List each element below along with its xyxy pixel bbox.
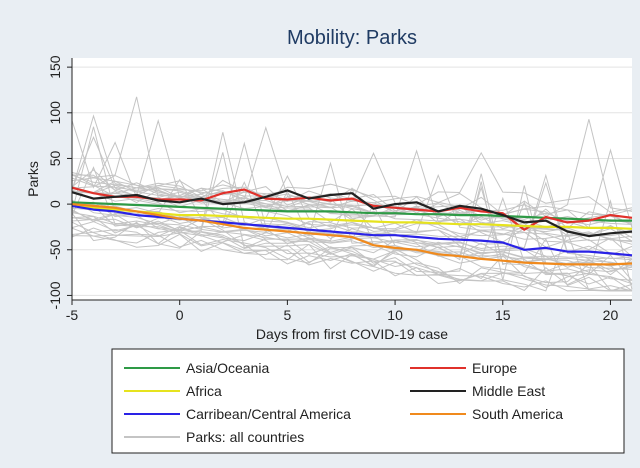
series-lines bbox=[71, 186, 633, 266]
country-line bbox=[71, 188, 633, 270]
y-tick-label: 50 bbox=[47, 150, 63, 166]
country-line bbox=[71, 200, 633, 267]
country-line bbox=[71, 215, 633, 292]
x-tick-label: 15 bbox=[495, 307, 511, 323]
x-tick-label: 20 bbox=[603, 307, 619, 323]
legend-label: Parks: all countries bbox=[186, 429, 304, 445]
country-line bbox=[71, 173, 633, 268]
y-tick-label: 100 bbox=[47, 101, 63, 125]
y-tick-label: 0 bbox=[47, 200, 63, 208]
series-line-3 bbox=[71, 189, 633, 238]
series-line-5 bbox=[71, 203, 633, 266]
legend-label: Africa bbox=[186, 383, 222, 399]
legend-label: South America bbox=[472, 406, 563, 422]
legend: Asia/Oceania Europe Africa Middle East Carri… bbox=[124, 360, 563, 445]
legend-label: Asia/Oceania bbox=[186, 360, 269, 376]
chart-title: Mobility: Parks bbox=[287, 27, 417, 49]
x-tick-label: 5 bbox=[283, 307, 291, 323]
y-tick-label: -50 bbox=[47, 239, 63, 259]
country-line bbox=[71, 213, 633, 292]
country-line bbox=[71, 226, 632, 291]
country-line bbox=[71, 212, 633, 292]
legend-label: Europe bbox=[472, 360, 517, 376]
y-axis-label: Parks bbox=[25, 161, 41, 197]
x-tick-label: 10 bbox=[387, 307, 403, 323]
country-line bbox=[71, 152, 633, 276]
country-line bbox=[71, 227, 632, 292]
country-line bbox=[71, 96, 633, 229]
country-line bbox=[71, 118, 633, 237]
x-tick-label: 0 bbox=[176, 307, 184, 323]
y-tick-label: -100 bbox=[47, 281, 63, 309]
legend-label: Carribean/Central America bbox=[186, 406, 351, 422]
country-line bbox=[71, 174, 633, 234]
series-line-4 bbox=[71, 204, 633, 257]
x-axis-label: Days from first COVID-19 case bbox=[256, 326, 448, 342]
legend-box bbox=[111, 348, 625, 454]
series-line-2 bbox=[71, 204, 633, 230]
series-line-0 bbox=[71, 201, 632, 222]
y-tick-label: 150 bbox=[47, 55, 63, 79]
country-line bbox=[71, 161, 633, 263]
x-tick-label: -5 bbox=[66, 307, 79, 323]
legend-label: Middle East bbox=[472, 383, 545, 399]
